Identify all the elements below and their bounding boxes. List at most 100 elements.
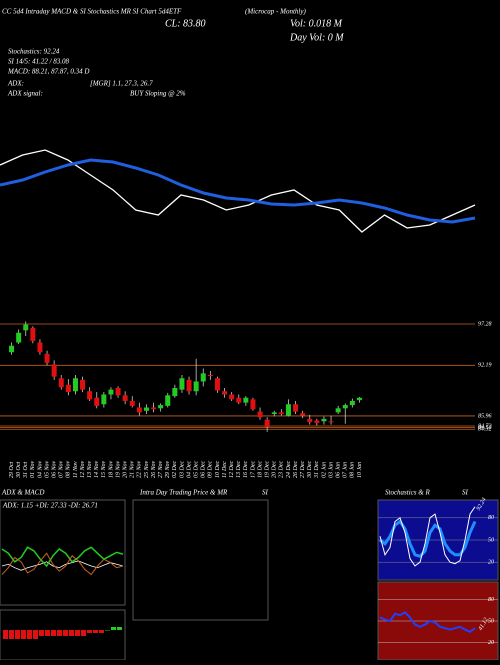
date-label: 29 Nov — [165, 460, 171, 478]
candle-body — [151, 407, 157, 410]
candle-body — [65, 384, 71, 393]
candle-body — [9, 345, 15, 353]
intraday-si: SI — [262, 489, 269, 497]
stoch-tick: 50 — [488, 537, 494, 543]
candle-body — [30, 327, 36, 341]
intraday-title: Intra Day Trading Price & MR — [139, 489, 228, 497]
date-label: 13 Nov — [87, 460, 93, 478]
candle-body — [193, 381, 199, 392]
macd-bar — [39, 630, 44, 636]
date-label: 10 Dec — [215, 461, 221, 478]
date-label: 27 Dec — [300, 461, 306, 478]
candle-body — [108, 389, 114, 395]
candle-body — [222, 391, 228, 395]
candle-body — [58, 378, 64, 388]
date-label: 07 Jan — [343, 462, 349, 478]
date-label: 15 Nov — [101, 460, 107, 478]
candle-body — [214, 378, 220, 391]
macd-bar — [9, 630, 14, 639]
macd-bar — [81, 630, 86, 636]
candle-body — [250, 399, 256, 410]
date-label: 31 Oct — [23, 462, 29, 479]
stoch-tick: 80 — [488, 515, 494, 521]
candle-body — [229, 394, 235, 400]
signal: BUY Sloping @ 2% — [130, 90, 186, 98]
candle-body — [94, 397, 100, 406]
macd-bar — [93, 630, 98, 633]
macd-bar — [75, 630, 80, 636]
candle-body — [101, 394, 107, 405]
adx-vals: [MGR] 1.1, 27.3, 26.7 — [90, 80, 153, 88]
date-label: 20 Dec — [272, 461, 278, 478]
date-label: 08 Jan — [350, 462, 356, 478]
candle-body — [44, 353, 50, 363]
candle-body — [143, 407, 149, 411]
date-label: 19 Nov — [115, 460, 121, 478]
date-label: 13 Dec — [236, 461, 242, 478]
si-tick: 20 — [488, 640, 494, 646]
macd-bar — [105, 630, 110, 631]
macd-bar — [69, 630, 74, 636]
date-label: 16 Dec — [243, 461, 249, 478]
date-label: 29 Oct — [9, 462, 15, 478]
candle-body — [37, 342, 43, 353]
close: CL: 83.80 — [165, 18, 206, 29]
stoch-title: Stochastics & R — [385, 489, 430, 497]
level-label: 84.32 — [478, 426, 492, 433]
date-label: 30 Oct — [16, 462, 22, 479]
macd-bar — [27, 630, 32, 639]
date-label: 07 Nov — [59, 460, 65, 478]
candle-body — [72, 378, 78, 392]
candle-body — [115, 388, 121, 396]
date-label: 06 Dec — [201, 461, 207, 478]
date-label: 08 Nov — [66, 460, 72, 478]
macd-bar — [45, 630, 50, 636]
adx-readout: ADX: 1.15 +DI: 27.33 -DI: 26.71 — [2, 502, 98, 510]
macd: MACD: 88.21, 87.87, 0.34 D — [7, 68, 89, 76]
candle-body — [186, 379, 192, 392]
date-label: 05 Nov — [44, 460, 50, 478]
white-line — [0, 149, 476, 233]
si: SI 14/5: 41.22 / 83.08 — [8, 58, 70, 66]
candle-body — [356, 397, 362, 401]
candle-body — [122, 395, 128, 401]
date-label: 25 Nov — [144, 460, 150, 478]
macd-bar — [99, 630, 104, 633]
stoch-tick: 20 — [488, 560, 494, 566]
macd-bar — [117, 627, 122, 630]
adx-line — [1, 560, 124, 571]
date-label: 01 Nov — [30, 460, 36, 478]
date-label: 02 Jan — [321, 462, 327, 478]
candle-body — [179, 378, 185, 390]
date-label: 26 Nov — [151, 460, 157, 478]
date-label: 12 Nov — [80, 460, 86, 478]
header-left: CC 5d4 Intraday MACD & SI Stochastics MR… — [2, 8, 182, 16]
macd-bar — [111, 627, 116, 630]
candle-body — [207, 375, 213, 376]
candle-body — [335, 408, 341, 413]
stoch-slow — [379, 519, 477, 558]
date-label: 26 Dec — [293, 461, 299, 478]
candle-body — [328, 421, 334, 423]
candle-body — [271, 412, 277, 414]
date-label: 05 Dec — [194, 461, 200, 478]
date-label: 11 Dec — [222, 461, 228, 478]
candle-body — [278, 412, 284, 414]
plus-di-line — [1, 546, 124, 568]
date-label: 04 Dec — [185, 461, 192, 478]
date-label: 21 Nov — [130, 460, 136, 478]
date-label: 09 Dec — [208, 461, 214, 478]
candle-body — [349, 401, 355, 406]
macd-bar — [21, 630, 26, 639]
stoch-fast — [379, 506, 476, 567]
blue-line — [0, 158, 476, 224]
candle-body — [200, 373, 206, 382]
macd-bar — [15, 630, 20, 639]
date-label: 10 Jan — [357, 462, 363, 478]
macd-bar — [87, 630, 92, 633]
date-label: 24 Dec — [285, 461, 292, 478]
candle-body — [257, 411, 263, 418]
date-label: 20 Nov — [123, 460, 129, 478]
date-label: 30 Dec — [307, 461, 313, 479]
